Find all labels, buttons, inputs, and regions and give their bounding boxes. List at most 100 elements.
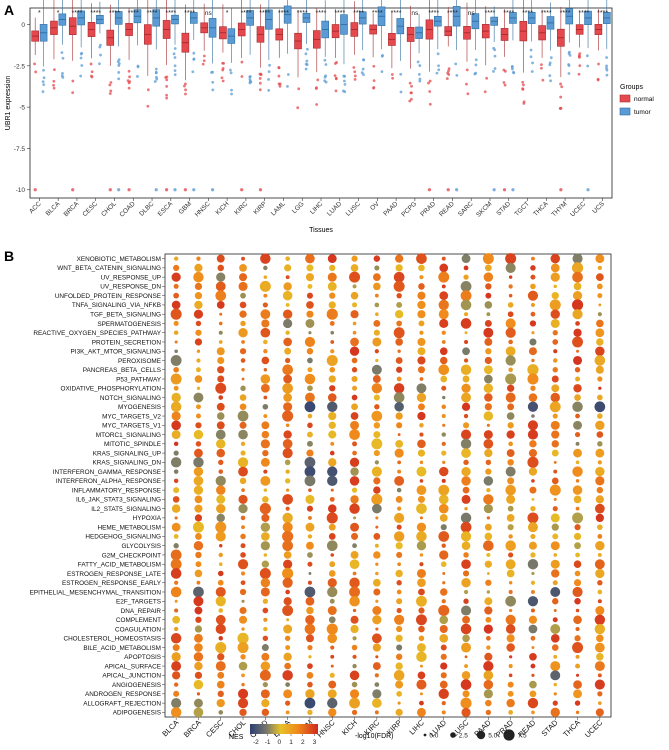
nes-dot: [594, 679, 605, 690]
box-outlier: [165, 96, 169, 100]
x-tick-label: LUAD: [326, 200, 343, 217]
nes-dot: [373, 477, 381, 485]
nes-dot: [352, 330, 357, 335]
box-outlier: [473, 72, 477, 76]
box-outlier: [334, 89, 338, 93]
nes-dot: [285, 423, 290, 428]
nes-dot: [594, 355, 606, 366]
nes-dot: [530, 274, 536, 280]
nes-dot: [550, 707, 560, 718]
nes-dot: [285, 275, 290, 280]
nes-dot: [572, 309, 583, 320]
nes-dot: [327, 578, 337, 588]
nes-dot: [218, 636, 224, 641]
box-outlier: [240, 75, 244, 78]
nes-dot: [260, 374, 271, 384]
box-outlier: [201, 62, 205, 66]
box-outlier: [52, 83, 55, 87]
nes-dot: [551, 644, 559, 651]
nes-dot: [173, 450, 179, 456]
box-outlier: [192, 188, 196, 192]
nes-dot: [218, 710, 224, 715]
nes-dot: [170, 549, 182, 561]
nes-dot: [483, 411, 494, 421]
nes-dot: [529, 652, 537, 661]
box-outlier: [324, 74, 328, 78]
box-outlier: [418, 79, 422, 83]
nes-dot: [172, 671, 181, 680]
nes-dot: [218, 395, 224, 400]
significance-label: ****: [240, 10, 251, 17]
nes-dot: [194, 606, 203, 615]
nes-dot: [260, 253, 271, 264]
nes-dot: [241, 377, 245, 381]
nes-dot: [574, 570, 581, 577]
nes-dot: [173, 441, 179, 447]
nes-dot: [260, 475, 271, 486]
significance-label: ****: [109, 10, 120, 17]
box-outlier: [71, 79, 75, 83]
box-outlier: [578, 52, 582, 56]
nes-dot: [328, 708, 337, 717]
box-outlier: [529, 55, 533, 59]
box-outlier: [522, 83, 525, 87]
nes-dot: [438, 604, 450, 617]
nes-dot: [575, 626, 580, 632]
nes-dot: [396, 607, 402, 614]
nes-dot: [507, 302, 514, 308]
box-outlier: [155, 75, 158, 79]
nes-dot: [416, 541, 427, 551]
nes-dot: [327, 401, 338, 412]
nes-dot: [574, 597, 581, 605]
nes-dot: [531, 414, 535, 418]
nes-dot: [284, 635, 291, 641]
nes-dot: [395, 680, 404, 689]
nes-dot: [196, 386, 201, 390]
nes-dot: [193, 271, 204, 283]
nes-dot: [260, 661, 271, 671]
nes-dot: [307, 681, 313, 688]
nes-dot: [485, 468, 492, 475]
nes-dot: [282, 410, 294, 422]
nes-dot: [171, 652, 181, 662]
nes-dot: [507, 690, 514, 697]
nes-dot: [528, 624, 538, 634]
box-outlier: [492, 188, 496, 192]
nes-dot: [215, 623, 226, 635]
nes-dot: [551, 523, 559, 531]
nes-dot: [351, 709, 358, 715]
row-label: KRAS_SIGNALING_UP: [93, 450, 161, 457]
box-outlier: [202, 54, 206, 58]
nes-dot: [260, 587, 270, 597]
nes-dot: [375, 599, 379, 603]
nes-dot: [373, 422, 381, 429]
box-outlier: [117, 77, 121, 81]
nes-dot: [173, 330, 179, 335]
row-label: ADIPOGENESIS: [113, 710, 161, 717]
column-label: STAD: [540, 718, 561, 739]
nes-dot: [484, 264, 492, 272]
nes-dot: [327, 281, 337, 291]
nes-dot: [595, 708, 604, 717]
nes-dot: [260, 578, 271, 588]
box-outlier: [324, 63, 328, 66]
nes-dot: [573, 579, 582, 587]
nes-dot: [396, 422, 403, 429]
row-label: HYPOXIA: [133, 515, 162, 522]
nes-dot: [506, 514, 515, 522]
box-outlier: [474, 63, 478, 67]
box-outlier: [109, 89, 113, 93]
nes-dot: [462, 615, 470, 624]
nes-dot: [352, 543, 357, 549]
x-tick-label: OV: [369, 200, 381, 212]
nes-dot: [196, 349, 201, 353]
nes-dot: [483, 272, 494, 282]
nes-dot: [418, 320, 425, 327]
box-outlier: [559, 82, 562, 86]
row-label: PANCREAS_BETA_CELLS: [83, 367, 161, 374]
nes-dot: [597, 413, 603, 419]
nes-dot: [442, 460, 446, 464]
nes-dot: [239, 477, 247, 485]
nes-dot: [484, 319, 492, 327]
nes-dot: [240, 450, 246, 456]
